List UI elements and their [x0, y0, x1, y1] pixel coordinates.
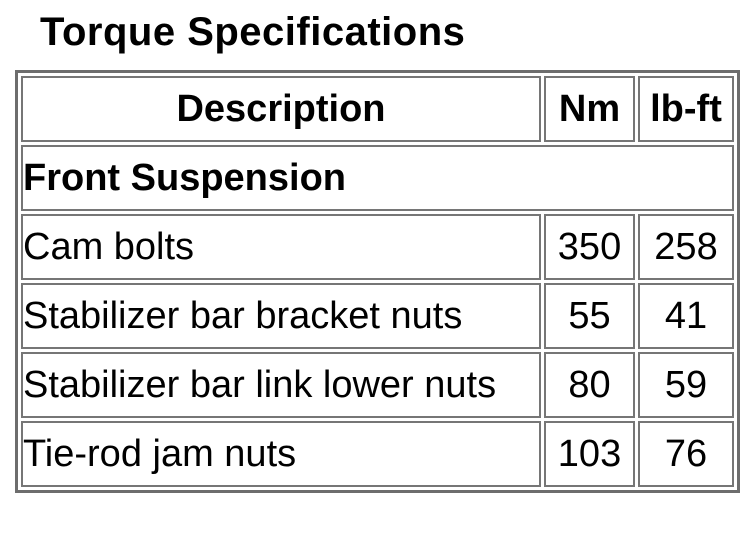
row-nm-value: 55 — [544, 283, 635, 349]
column-header-description: Description — [21, 76, 541, 142]
table-row: Stabilizer bar bracket nuts 55 41 — [21, 283, 734, 349]
row-lbft-value: 76 — [638, 421, 734, 487]
row-nm-value: 103 — [544, 421, 635, 487]
table-row: Stabilizer bar link lower nuts 80 59 — [21, 352, 734, 418]
torque-spec-table: Description Nm lb-ft Front Suspension Ca… — [15, 70, 740, 493]
table-row: Cam bolts 350 258 — [21, 214, 734, 280]
torque-specifications-page: Torque Specifications Description Nm lb-… — [0, 8, 750, 493]
row-description: Stabilizer bar bracket nuts — [21, 283, 541, 349]
column-header-lbft: lb-ft — [638, 76, 734, 142]
row-lbft-value: 41 — [638, 283, 734, 349]
row-description: Tie-rod jam nuts — [21, 421, 541, 487]
table-header-row: Description Nm lb-ft — [21, 76, 734, 142]
row-description: Stabilizer bar link lower nuts — [21, 352, 541, 418]
page-title: Torque Specifications — [40, 10, 466, 54]
section-row: Front Suspension — [21, 145, 734, 211]
row-lbft-value: 59 — [638, 352, 734, 418]
section-header-front-suspension: Front Suspension — [21, 145, 734, 211]
row-description: Cam bolts — [21, 214, 541, 280]
row-lbft-value: 258 — [638, 214, 734, 280]
row-nm-value: 80 — [544, 352, 635, 418]
row-nm-value: 350 — [544, 214, 635, 280]
table-row: Tie-rod jam nuts 103 76 — [21, 421, 734, 487]
column-header-nm: Nm — [544, 76, 635, 142]
